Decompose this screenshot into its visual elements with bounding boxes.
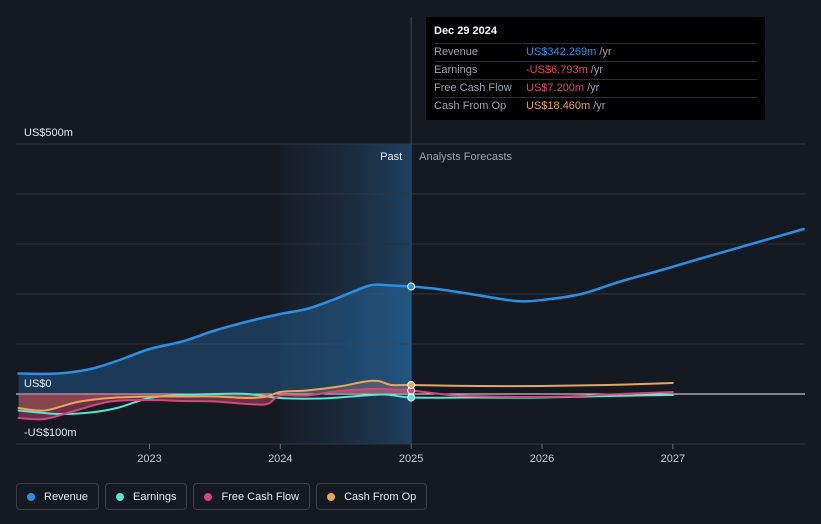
chart: 2023 2024 2025 2026 2027 US$500m US$0 -US$100m P… [16,17,805,465]
legend-dot-icon [27,492,35,501]
legend-item-cash-from-op[interactable]: Cash From Op [316,483,428,510]
tooltip-unit: /yr [587,82,600,94]
tooltip-row: Free Cash Flow US$7.200m/yr [434,79,757,97]
legend-item-free-cash-flow[interactable]: Free Cash Flow [193,483,311,510]
tooltip-label: Earnings [434,64,478,76]
legend-dot-icon [327,492,336,501]
cash-from-op-line [17,379,674,412]
legend-label: Free Cash Flow [221,490,300,503]
y-axis-label: US$0 [24,378,52,390]
revenue-marker [407,282,416,291]
revenue-area [18,284,412,394]
free-cash-flow-area [18,388,412,420]
free-cash-flow-line [17,387,674,421]
forecast-label: Analysts Forecasts [419,151,512,163]
y-axis-label: US$500m [24,127,73,139]
cash-from-op-marker [407,381,416,389]
past-label: Past [380,151,402,163]
tooltip-date: Dec 29 2024 [434,25,497,37]
earnings-marker [407,393,416,402]
legend-label: Cash From Op [344,490,417,503]
tooltip-value: US$18.460m [526,100,591,112]
x-tick-label: 2027 [661,453,685,465]
legend-label: Earnings [133,490,177,503]
legend: Revenue Earnings Free Cash Flow Cash From O… [16,483,428,510]
tooltip-unit: /yr [590,64,603,76]
tooltip-label: Cash From Op [434,100,507,112]
tooltip-value: -US$6.793m [526,64,588,76]
tooltip-label: Free Cash Flow [434,82,512,94]
legend-label: Revenue [44,490,89,503]
legend-dot-icon [116,492,125,501]
x-tick-label: 2026 [530,453,554,465]
tooltip-row: Revenue US$342.269m/yr [434,43,757,61]
tooltip-unit: /yr [593,100,606,112]
tooltip-label: Revenue [434,46,479,58]
tooltip-row: Earnings -US$6.793m/yr [434,61,757,79]
x-tick-label: 2024 [268,453,292,465]
legend-item-revenue[interactable]: Revenue [16,483,100,510]
tooltip-value: US$7.200m [526,82,585,94]
x-tick-label: 2025 [399,453,423,465]
tooltip-unit: /yr [599,46,612,58]
revenue-line [17,227,805,376]
tooltip-value: US$342.269m [526,46,597,58]
legend-dot-icon [204,492,213,501]
tooltip-row: Cash From Op US$18.460m/yr [434,97,757,115]
x-tick-label: 2023 [137,453,161,465]
tooltip: Dec 29 2024 Revenue US$342.269m/yr Earning… [426,17,765,120]
y-axis-label: -US$100m [24,427,77,439]
legend-item-earnings[interactable]: Earnings [105,483,188,510]
